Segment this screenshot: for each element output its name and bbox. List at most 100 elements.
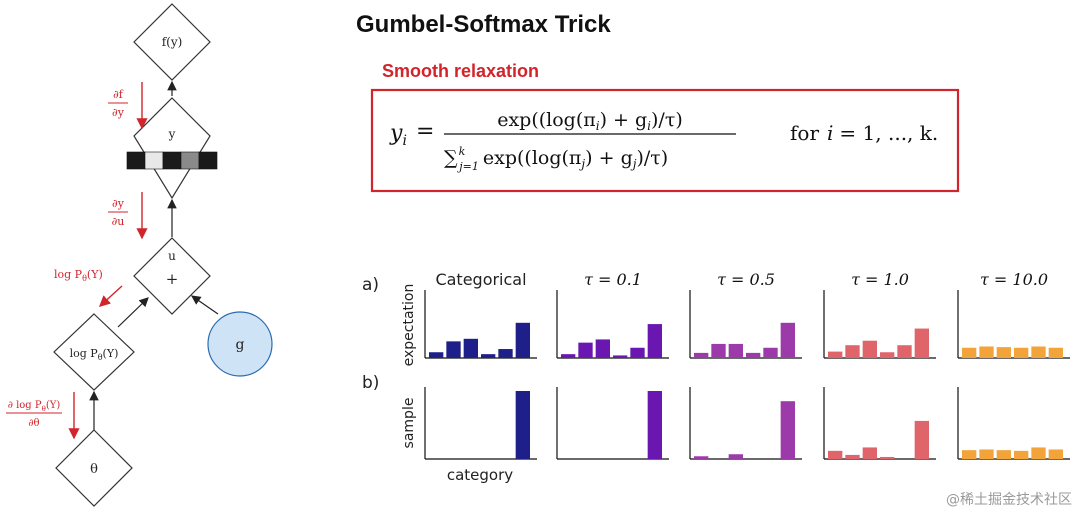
bar xyxy=(962,450,977,459)
bar xyxy=(780,401,795,459)
bar xyxy=(1014,347,1029,358)
bar xyxy=(1014,450,1029,459)
formula-equals: = xyxy=(416,119,434,144)
x-axis-label: category xyxy=(447,466,513,484)
node-y-label: y xyxy=(168,127,176,141)
svg-text:log Pθ(Y): log Pθ(Y) xyxy=(54,268,103,283)
node-fy xyxy=(133,3,211,81)
bar xyxy=(613,355,628,358)
bar xyxy=(880,456,895,459)
node-plus-label: + xyxy=(166,270,179,288)
bar xyxy=(845,454,860,459)
bar xyxy=(862,447,877,459)
grad-arrow-logp xyxy=(98,285,123,307)
onehot-cell xyxy=(162,151,182,170)
node-g-label: g xyxy=(236,337,245,353)
formula-denominator: ∑k j=1 exp((log(πj) + gj)/τ) xyxy=(444,145,668,173)
bar xyxy=(1048,449,1063,459)
bar xyxy=(647,324,662,358)
column-title: τ = 10.0 xyxy=(980,270,1048,289)
edge-g-u xyxy=(191,295,219,315)
node-theta xyxy=(55,429,133,507)
gumbel-figure: a) b) expectation sample category Categorical… xyxy=(362,270,1070,484)
slide-title: Gumbel-Softmax Trick xyxy=(356,11,611,38)
bar xyxy=(481,354,496,358)
node-logp xyxy=(53,313,135,391)
formula-condition: for i = 1, ..., k. xyxy=(790,121,938,145)
bar xyxy=(578,342,593,358)
y-axis-label: sample xyxy=(401,398,417,449)
bar xyxy=(515,391,530,459)
onehot-cell xyxy=(144,151,164,170)
bar xyxy=(711,343,726,358)
node-y xyxy=(133,97,211,200)
svg-text:∂u: ∂u xyxy=(112,215,125,228)
bar xyxy=(914,328,929,358)
bar xyxy=(446,341,461,358)
bar xyxy=(728,454,743,459)
node-logp-label: log Pθ(Y) xyxy=(70,347,119,362)
bar xyxy=(996,450,1011,459)
grad-df-dy: ∂f ∂y xyxy=(108,82,148,130)
bar xyxy=(897,345,912,358)
grad-logp-side: log Pθ(Y) xyxy=(54,268,123,307)
bar xyxy=(914,420,929,459)
grad-dlogp-dtheta: ∂ log Pθ(Y) ∂θ xyxy=(6,392,80,440)
bar xyxy=(429,352,444,358)
node-u-label: u xyxy=(168,249,176,263)
bar xyxy=(979,346,994,358)
bar xyxy=(515,322,530,358)
column-title: Categorical xyxy=(435,270,526,289)
svg-text:∂y: ∂y xyxy=(112,106,125,119)
watermark: @稀土掘金技术社区 xyxy=(946,492,1072,508)
computation-graph: f(y) y u + log Pθ(Y) g θ ∂f ∂y ∂y ∂u xyxy=(6,3,273,507)
bar xyxy=(1048,347,1063,358)
node-u xyxy=(133,237,211,315)
bar xyxy=(561,354,576,358)
node-theta-label: θ xyxy=(90,462,98,477)
bar xyxy=(647,391,662,459)
bar xyxy=(498,349,513,358)
bar xyxy=(728,343,743,358)
bar xyxy=(862,340,877,358)
onehot-cell xyxy=(198,151,218,170)
bar xyxy=(962,347,977,358)
column-title: τ = 0.1 xyxy=(584,270,642,289)
column-title: τ = 0.5 xyxy=(717,270,775,289)
formula-lhs: yi xyxy=(389,121,407,149)
bar xyxy=(828,450,843,459)
bar xyxy=(880,352,895,358)
bar xyxy=(463,338,478,358)
svg-text:∂θ: ∂θ xyxy=(28,418,39,429)
grad-dy-du: ∂y ∂u xyxy=(108,192,148,240)
formula-border xyxy=(370,88,960,193)
bar xyxy=(694,456,709,459)
row-label: b) xyxy=(362,373,379,393)
bar xyxy=(1031,346,1046,358)
bar xyxy=(780,322,795,358)
y-axis-label: expectation xyxy=(401,284,417,367)
bar xyxy=(1031,447,1046,459)
column-title: τ = 1.0 xyxy=(851,270,909,289)
bar xyxy=(979,449,994,459)
bar xyxy=(996,347,1011,358)
edge-logp-u xyxy=(117,297,149,328)
onehot-bar xyxy=(126,151,218,170)
slide-subtitle: Smooth relaxation xyxy=(382,61,539,81)
onehot-cell xyxy=(126,151,146,170)
bar xyxy=(694,352,709,358)
bar xyxy=(595,339,610,358)
bar xyxy=(630,347,645,358)
formula-box: yi = exp((log(πi) + gi)/τ) ∑k j=1 exp((log… xyxy=(370,88,960,193)
onehot-cell xyxy=(180,151,200,170)
bar xyxy=(828,351,843,358)
bar xyxy=(746,352,761,358)
node-g xyxy=(207,311,273,377)
svg-text:∂ log Pθ(Y): ∂ log Pθ(Y) xyxy=(8,400,61,413)
row-label: a) xyxy=(362,275,379,295)
bar xyxy=(763,347,778,358)
bar xyxy=(845,345,860,358)
formula-numerator: exp((log(πi) + gi)/τ) xyxy=(497,109,683,133)
svg-text:∂f: ∂f xyxy=(113,88,124,101)
